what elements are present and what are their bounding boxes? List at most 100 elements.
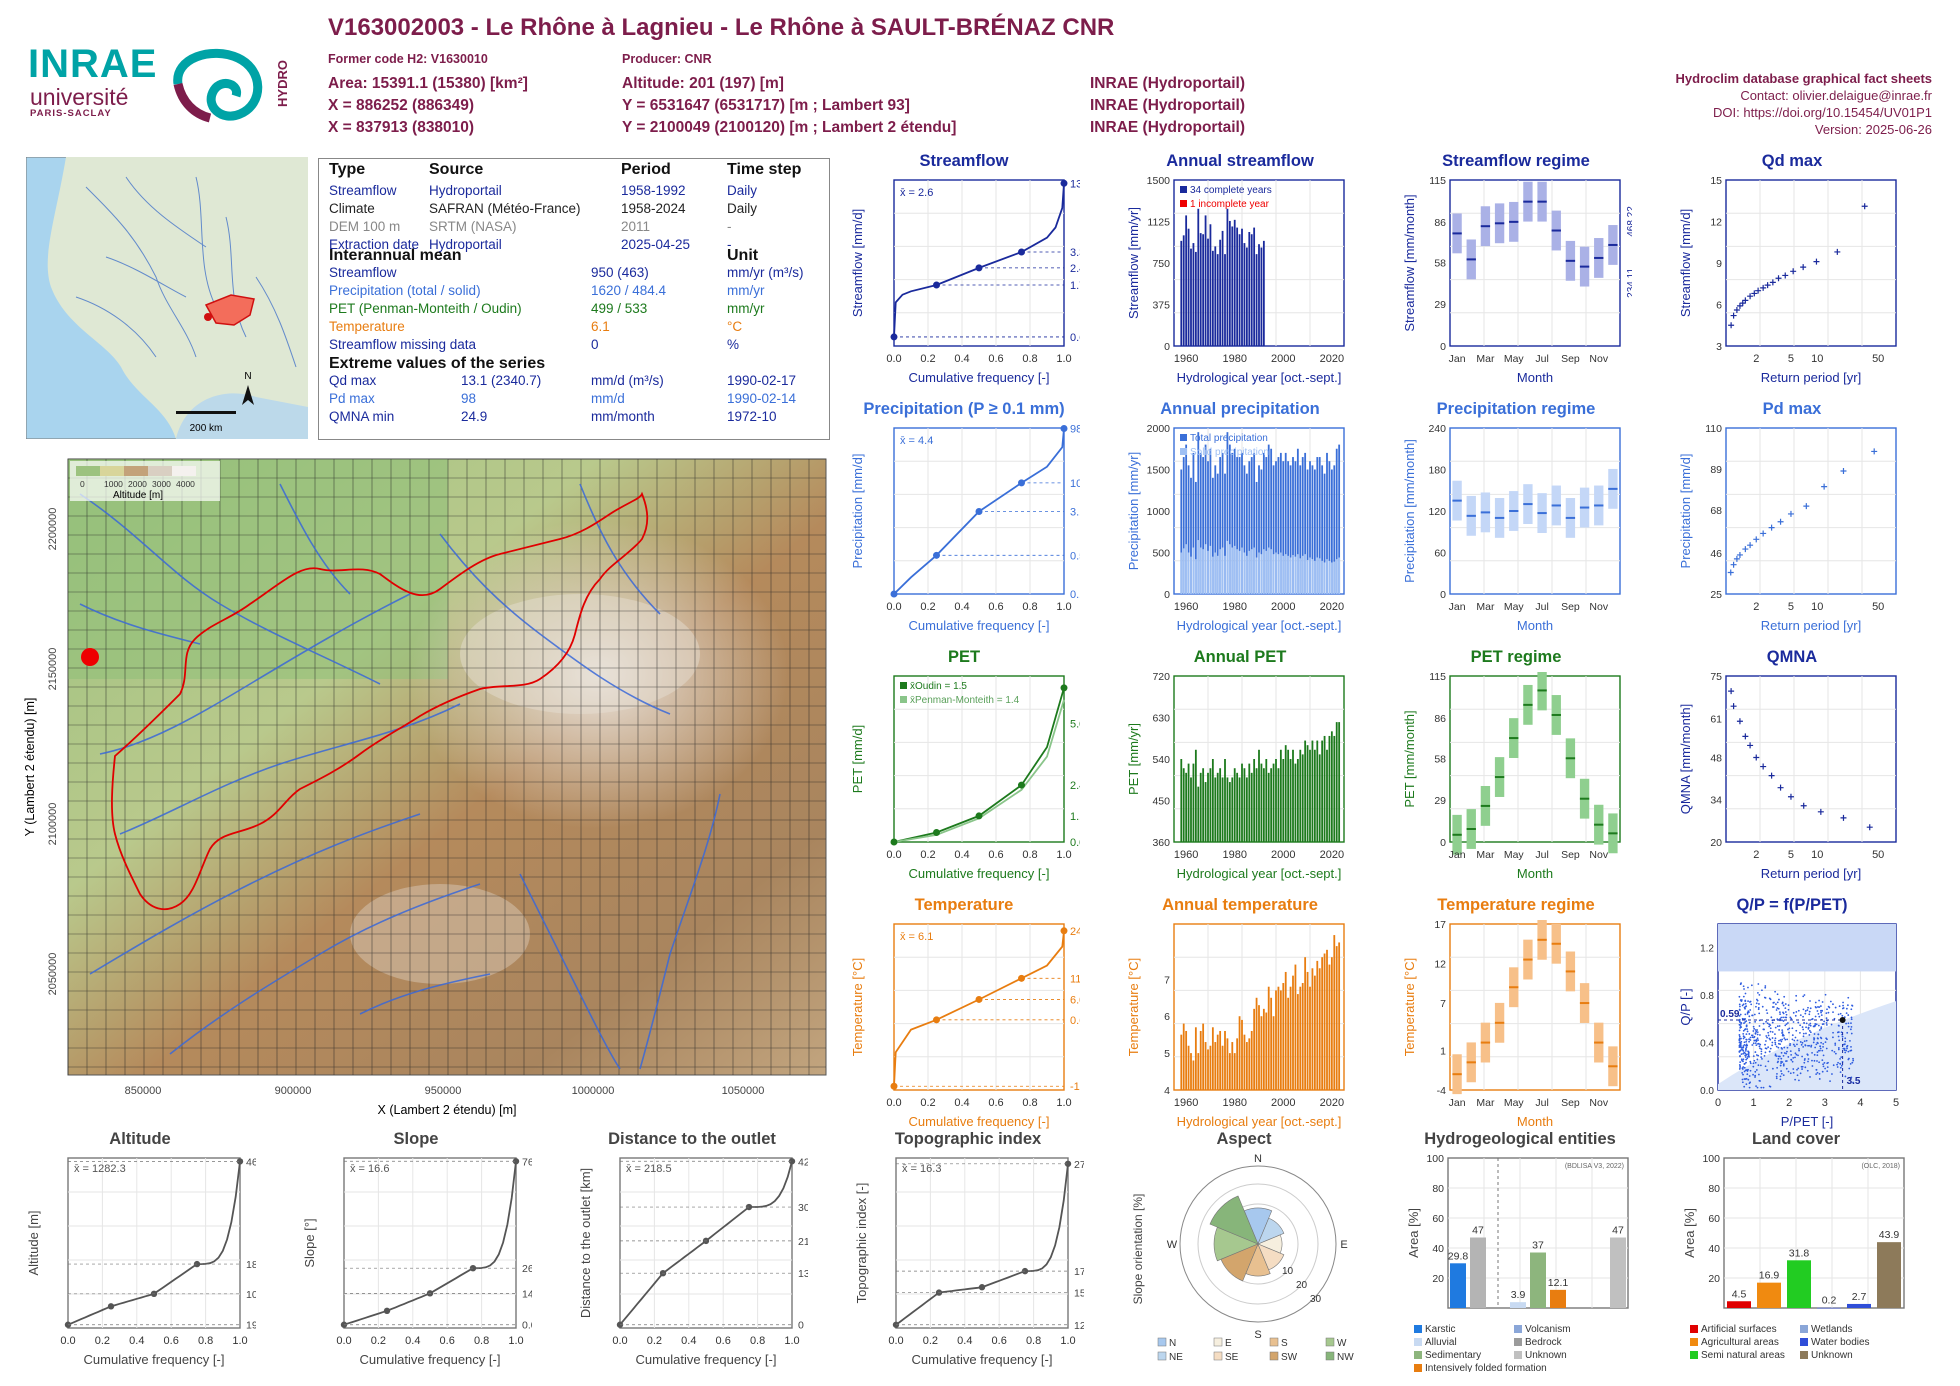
qp-point [1766, 1036, 1769, 1039]
ann_pet-bar [1326, 749, 1328, 842]
qp-point [1738, 1014, 1741, 1017]
qp-point [1783, 1046, 1786, 1049]
precipitation-xtick: 1.0 [1056, 601, 1071, 613]
qp-point [1743, 1070, 1746, 1073]
ann_temp-bar [1228, 1053, 1231, 1090]
mean-label: Streamflow [329, 265, 397, 280]
streamflow-ylabel: Streamflow [mm/d] [850, 209, 865, 317]
streamflow-svg: Cumulative frequency [-] Streamflow [mm/d… [850, 178, 1080, 385]
qp-point [1784, 1016, 1787, 1019]
qp-point [1777, 1057, 1780, 1060]
qp-point [1839, 1063, 1842, 1065]
pd_max-xlabel: Return period [yr] [1761, 618, 1861, 633]
qp-point [1741, 1046, 1743, 1049]
pet-quantile-point [1060, 684, 1068, 692]
temperature-xtick: 0.4 [954, 1097, 969, 1109]
qp-point [1756, 1033, 1759, 1036]
altitude-legend-tick: 4000 [176, 479, 195, 489]
ann_pet-bar [1182, 768, 1185, 842]
qp-point [1821, 1009, 1823, 1012]
precip_regime-panel: Precipitation regime Month Precipitation [… [1400, 400, 1632, 634]
qmna-svg: Return period [yr] QMNA [mm/month] 2 5 10 50 2… [1678, 672, 1897, 881]
precipitation-title: Precipitation (P ≥ 0.1 mm) [863, 400, 1065, 418]
ann_precip-bar [1306, 469, 1309, 594]
pet-right-label: 0.0 [1070, 837, 1080, 849]
landcover-bar-label: 16.9 [1759, 1270, 1780, 1282]
qp-point [1760, 1053, 1763, 1055]
ann_temp-bar [1318, 968, 1321, 1090]
ann_pet-bar [1316, 740, 1319, 842]
ann_pet-bar [1207, 772, 1209, 842]
qp-point [1743, 1028, 1746, 1031]
qp-point [1819, 1005, 1822, 1007]
ann_pet-bar [1236, 772, 1239, 842]
topo-right-label: 12 [1074, 1320, 1084, 1332]
pet-right-label: 2.4 [1070, 780, 1080, 792]
source-step: Daily [727, 183, 758, 198]
qp-point [1738, 1035, 1741, 1038]
qp-point [1819, 1047, 1822, 1050]
qp-point [1782, 1063, 1785, 1066]
qp-point [1822, 1045, 1824, 1048]
qp-point [1779, 1013, 1782, 1016]
qp-point [1841, 1035, 1844, 1038]
pd_max-ytick: 110 [1705, 424, 1722, 435]
pet-quantile-point [890, 838, 898, 846]
source-source: Hydroportail [429, 183, 502, 198]
hydrogeo-legend-label: Karstic [1425, 1324, 1456, 1335]
ann_precip-bar [1207, 550, 1209, 594]
altitude-xlabel: Cumulative frequency [-] [84, 1352, 225, 1367]
ann_temp-ytick: 4 [1164, 1085, 1170, 1097]
altitude-svg: Cumulative frequency [-] Altitude [m] 0.0 0… [26, 1156, 256, 1367]
pet-svg: Cumulative frequency [-] PET [mm/d] 0.0 0.2… [850, 675, 1080, 881]
temperature-right-label: 0.6 [1070, 1015, 1080, 1027]
qp-point [1776, 1025, 1779, 1028]
qp-point [1816, 1054, 1819, 1057]
qp-point [1778, 1025, 1781, 1027]
ann_precip-bar [1233, 448, 1236, 594]
aspect-legend-swatch [1157, 1337, 1167, 1347]
ann_precip-bar [1326, 452, 1328, 594]
precip_regime-xtick: Nov [1589, 601, 1608, 613]
qp-point [1852, 1057, 1854, 1060]
qp-point [1842, 1001, 1844, 1004]
qp-point [1825, 1017, 1828, 1020]
hydrogeo-legend-swatch [1414, 1338, 1422, 1346]
aspect-legend-swatch [1157, 1351, 1167, 1361]
ann_precip-bar [1321, 465, 1324, 594]
streamflow_regime-xtick: May [1504, 353, 1525, 365]
distance-right-label: 0 [798, 1320, 804, 1332]
ann_streamflow-xtick: 1960 [1174, 353, 1198, 365]
qp-point [1850, 1032, 1853, 1035]
qp-point [1749, 1062, 1752, 1065]
qp-point [1821, 1049, 1824, 1052]
pet-right-label: 1.1 [1070, 811, 1080, 823]
ann_precip-bar [1299, 465, 1302, 594]
slope-xtick: 0.2 [371, 1335, 386, 1347]
qp-point [1769, 1024, 1772, 1027]
qp-point [1837, 1013, 1840, 1016]
ann_precip-bar [1304, 452, 1307, 594]
landcover-ytick: 20 [1708, 1273, 1720, 1285]
hydrogeo-source: (BDLISA V3, 2022) [1565, 1163, 1624, 1170]
streamflow_regime-xtick: Jul [1535, 353, 1548, 365]
qp-point [1803, 1021, 1805, 1024]
qp-point [1817, 1012, 1820, 1015]
ann_precip-bar [1221, 452, 1224, 594]
ann_streamflow-bar [1250, 234, 1253, 346]
source-source: SRTM (NASA) [429, 219, 517, 234]
ann_pet-bar [1296, 759, 1299, 842]
qd_max-point [1751, 290, 1758, 297]
qmna-ylabel: QMNA [mm/month] [1678, 704, 1693, 815]
slope-right-label: 76.6 [522, 1156, 532, 1168]
qp-point [1808, 1034, 1811, 1036]
qp-point [1742, 1058, 1745, 1061]
qp-point [1749, 1060, 1752, 1063]
ann_precip-bar [1187, 552, 1190, 594]
qp-point [1771, 1037, 1774, 1039]
qp-point [1774, 1043, 1777, 1046]
ann_temp-bar [1323, 953, 1326, 1090]
qmna-title: QMNA [1766, 648, 1818, 666]
qp-point [1832, 1011, 1834, 1014]
distance-xlabel: Cumulative frequency [-] [636, 1352, 777, 1367]
